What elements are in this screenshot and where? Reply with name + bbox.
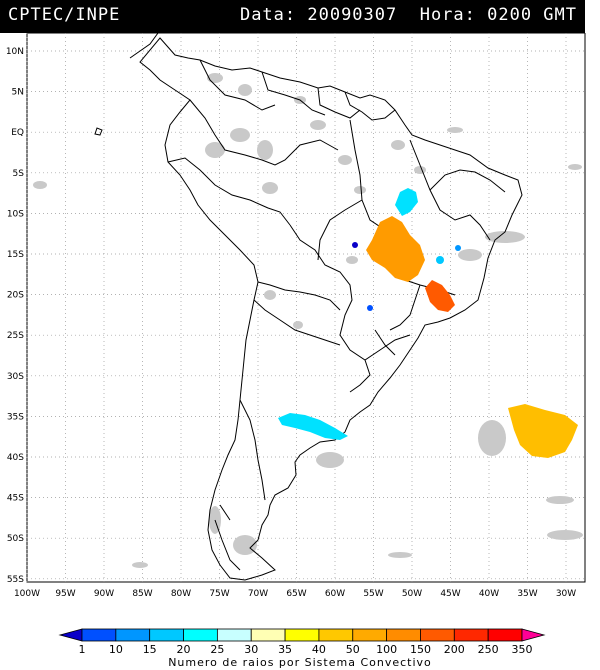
legend-swatch bbox=[183, 628, 218, 642]
legend-swatch bbox=[487, 628, 523, 642]
legend-tick-label: 200 bbox=[444, 643, 465, 656]
legend-swatch bbox=[250, 628, 286, 642]
lon-label: 30W bbox=[556, 589, 576, 599]
legend-tick-label: 150 bbox=[410, 643, 431, 656]
lat-label: 5N bbox=[12, 88, 24, 98]
legend-swatch bbox=[115, 628, 151, 642]
lon-label: 60W bbox=[325, 589, 345, 599]
lat-label: 5S bbox=[13, 169, 25, 179]
header-bar: CPTEC/INPE Data: 20090307 Hora: 0200 GMT bbox=[0, 0, 585, 33]
legend-swatch bbox=[149, 628, 184, 642]
orange-system-central-brazil bbox=[366, 216, 425, 282]
lat-lon-grid: 100W 95W 90W 85W 80W 75W 70W 65W 60W 55W 50W 45W 40W… bbox=[6, 33, 585, 599]
lon-label: 90W bbox=[94, 589, 114, 599]
legend-tick-label: 40 bbox=[312, 643, 326, 656]
lat-label: 25S bbox=[7, 331, 24, 341]
source-title: CPTEC/INPE bbox=[8, 5, 121, 25]
legend-tick-label: 25 bbox=[210, 643, 224, 656]
legend-tick-label: 30 bbox=[244, 643, 258, 656]
lat-label: 50S bbox=[7, 534, 24, 544]
lon-label: 45W bbox=[440, 589, 460, 599]
lightning-map: 100W 95W 90W 85W 80W 75W 70W 65W 60W 55W 50W 45W 40W… bbox=[6, 33, 586, 599]
legend-swatch bbox=[284, 628, 320, 642]
legend-bar bbox=[58, 628, 546, 642]
legend-swatch bbox=[318, 628, 354, 642]
lat-label: 10S bbox=[7, 209, 24, 219]
legend-ticks: 1 10 15 20 25 30 35 40 50 100 150 200 250 350 bbox=[79, 643, 533, 656]
lat-label: 40S bbox=[7, 453, 24, 463]
lat-label: 35S bbox=[7, 412, 24, 422]
cyan-system-amazon bbox=[395, 188, 418, 216]
lon-label: 70W bbox=[248, 589, 268, 599]
small-cell-blue-1 bbox=[352, 242, 358, 248]
lon-label: 35W bbox=[517, 589, 537, 599]
lat-label: EQ bbox=[11, 128, 24, 138]
lon-label: 100W bbox=[14, 589, 40, 599]
legend-title: Numero de raios por Sistema Convectivo bbox=[168, 656, 432, 669]
legend-swatch bbox=[352, 628, 388, 642]
small-cell-blue-2 bbox=[367, 305, 373, 311]
legend-tick-label: 100 bbox=[376, 643, 397, 656]
date-time-title: Data: 20090307 Hora: 0200 GMT bbox=[239, 5, 577, 25]
cyan-system-argentina bbox=[278, 413, 348, 440]
legend-tick-label: 1 bbox=[79, 643, 86, 656]
lat-label: 15S bbox=[7, 250, 24, 260]
map-frame bbox=[26, 33, 586, 583]
lat-label: 30S bbox=[7, 372, 24, 382]
legend-tick-label: 250 bbox=[478, 643, 499, 656]
convective-systems bbox=[278, 188, 578, 458]
lon-label: 85W bbox=[132, 589, 152, 599]
cloud-cover bbox=[33, 73, 583, 568]
legend-tick-label: 50 bbox=[346, 643, 360, 656]
legend-tick-label: 20 bbox=[177, 643, 191, 656]
legend-swatch bbox=[386, 628, 421, 642]
lat-label: 45S bbox=[7, 494, 24, 504]
yellow-orange-system-atlantic bbox=[508, 404, 578, 458]
legend-tick-label: 10 bbox=[109, 643, 123, 656]
color-legend: 1 10 15 20 25 30 35 40 50 100 150 200 250 350 Numero … bbox=[58, 628, 546, 669]
lon-label: 65W bbox=[286, 589, 306, 599]
legend-swatch bbox=[58, 628, 83, 642]
lat-label: 10N bbox=[6, 47, 24, 57]
lon-label: 95W bbox=[55, 589, 75, 599]
lon-label: 50W bbox=[402, 589, 422, 599]
legend-swatch bbox=[453, 628, 489, 642]
small-cell-blue-3 bbox=[455, 245, 461, 251]
legend-tick-label: 350 bbox=[512, 643, 533, 656]
lat-label: 20S bbox=[7, 291, 24, 301]
lon-label: 75W bbox=[209, 589, 229, 599]
legend-swatch bbox=[216, 628, 252, 642]
legend-swatch bbox=[521, 628, 546, 642]
red-orange-system-southeast bbox=[425, 280, 455, 312]
legend-tick-label: 15 bbox=[143, 643, 157, 656]
small-cell-cyan-1 bbox=[436, 256, 444, 264]
lon-label: 80W bbox=[171, 589, 191, 599]
legend-swatch bbox=[420, 628, 455, 642]
lon-label: 55W bbox=[363, 589, 383, 599]
lat-label: 55S bbox=[7, 575, 24, 585]
lon-label: 40W bbox=[479, 589, 499, 599]
legend-tick-label: 35 bbox=[278, 643, 292, 656]
legend-swatch bbox=[81, 628, 117, 642]
